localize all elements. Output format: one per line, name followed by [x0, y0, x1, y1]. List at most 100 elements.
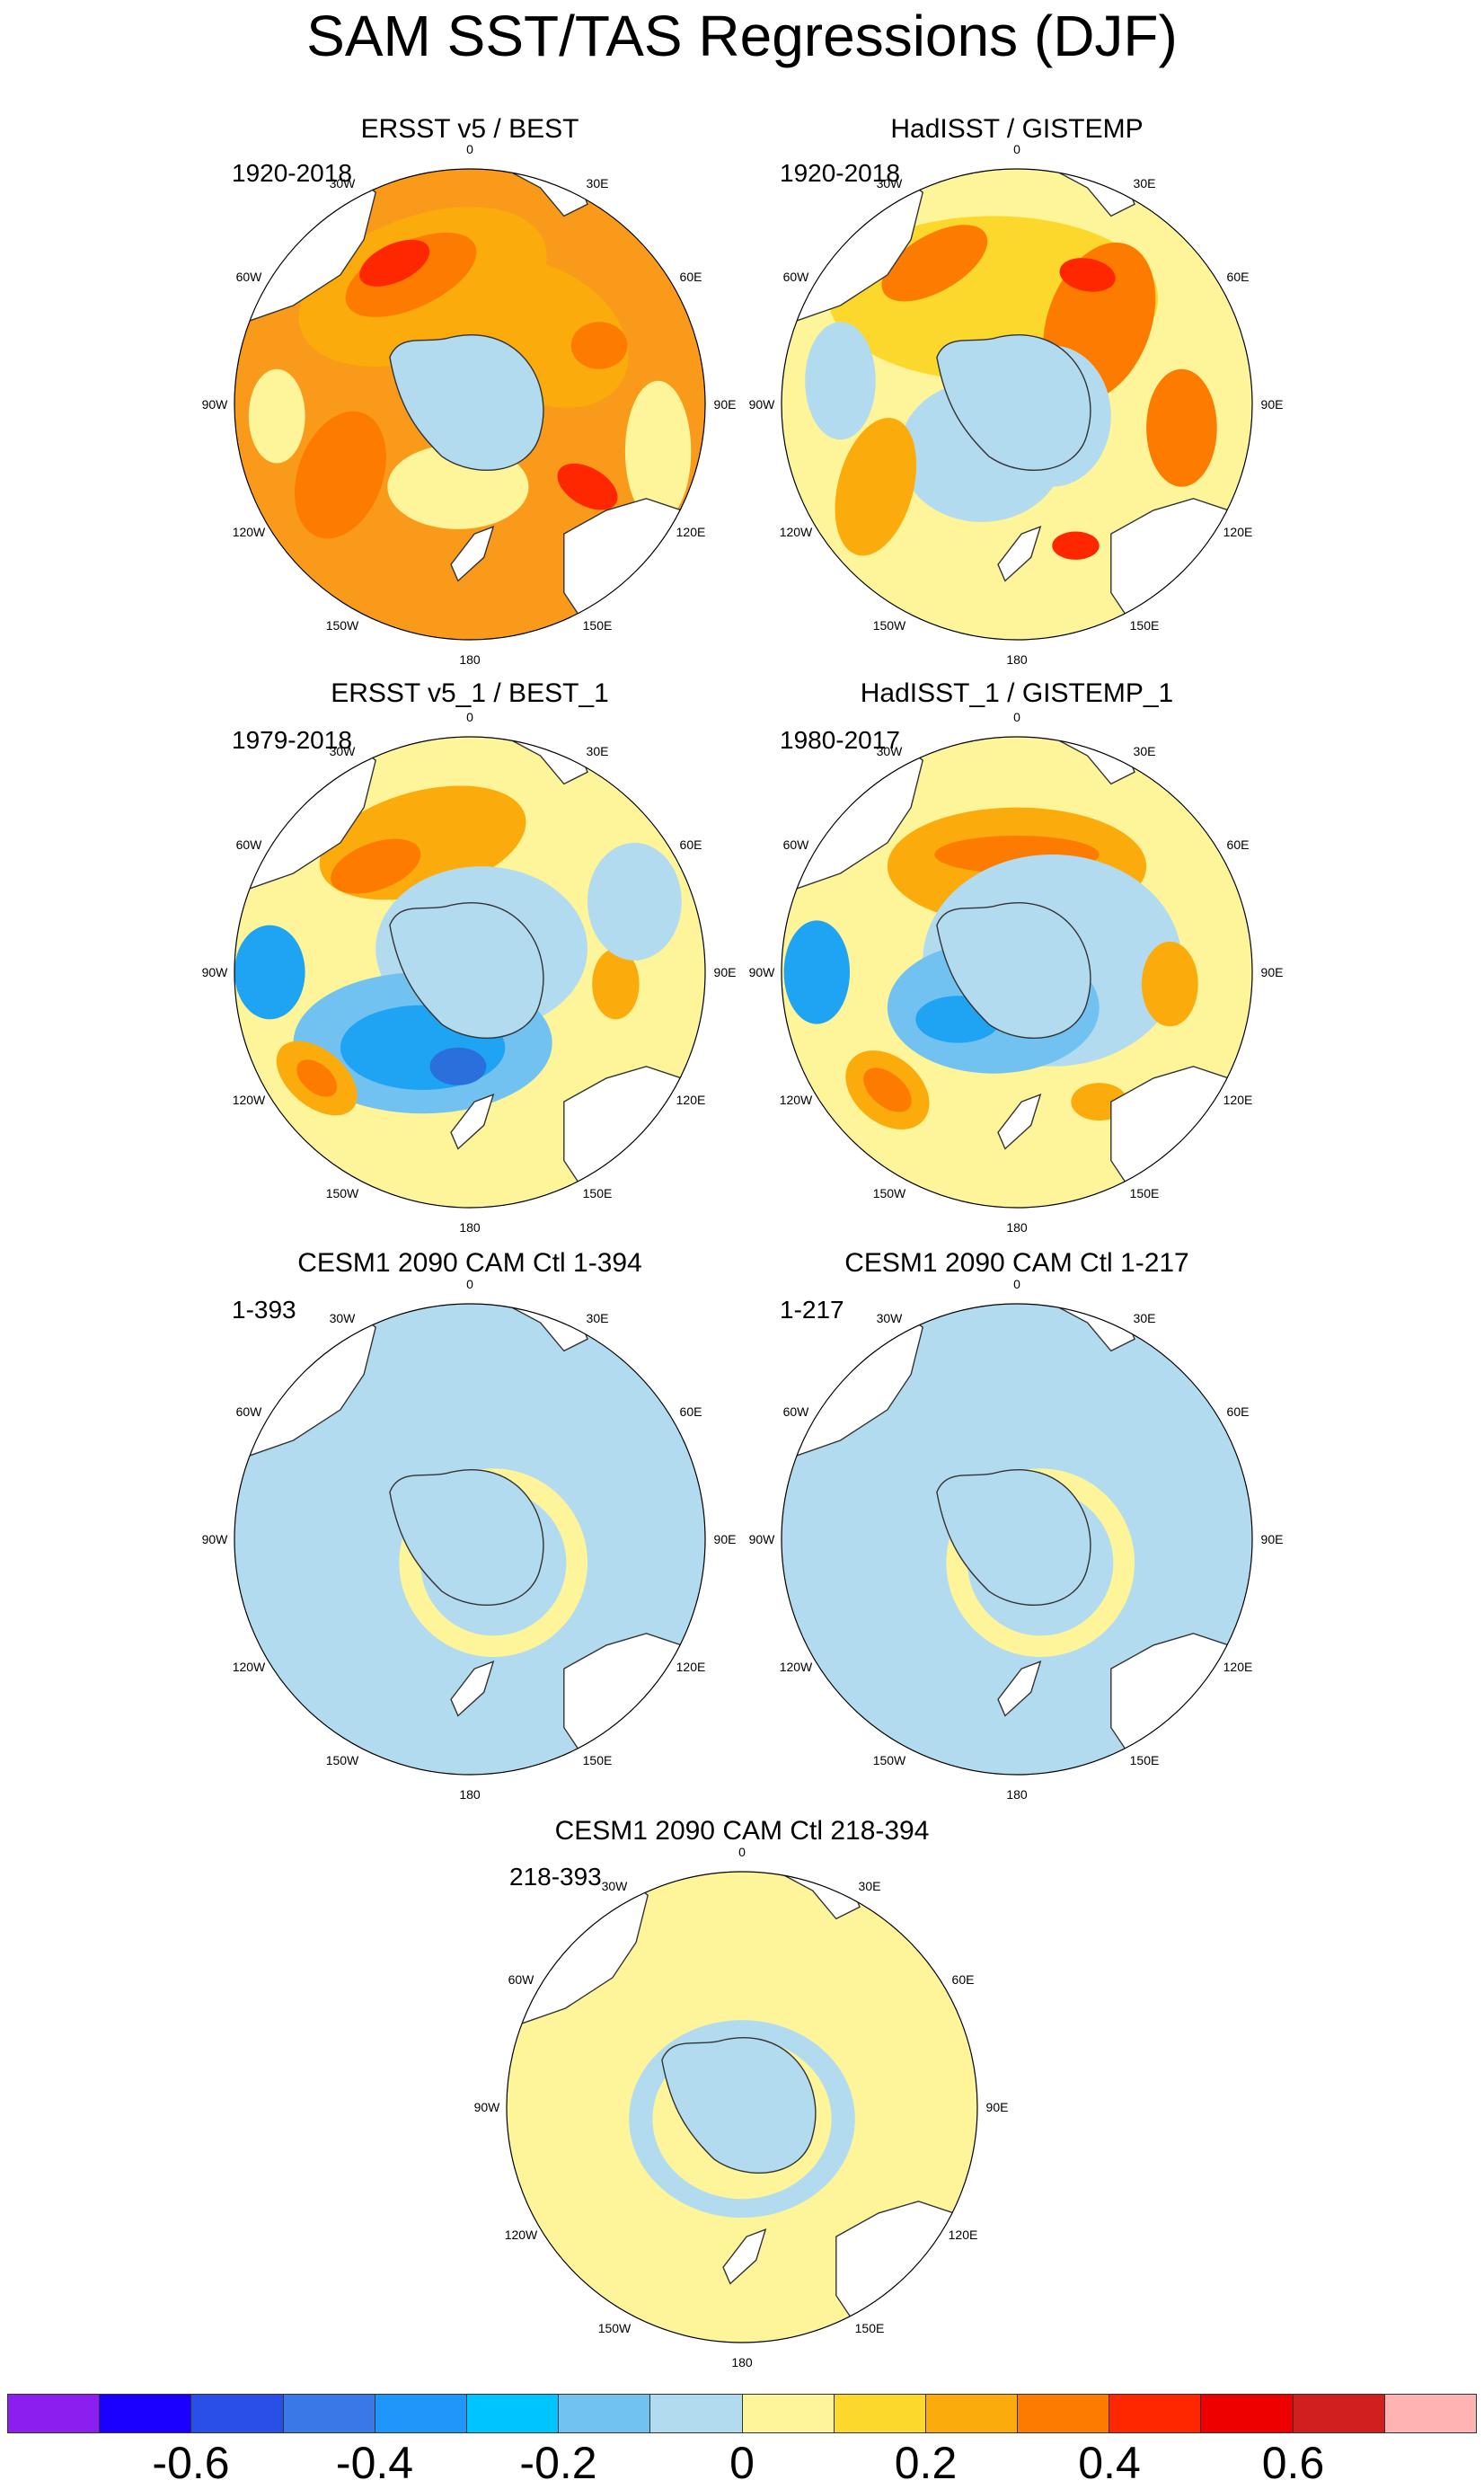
lon-label-150w: 150W — [326, 618, 359, 633]
lon-label-60e: 60E — [1227, 1404, 1250, 1419]
lon-label-120w: 120W — [780, 525, 813, 539]
lon-label-30e: 30E — [1134, 1311, 1156, 1325]
lon-label-30w: 30W — [330, 176, 357, 190]
lon-label-30w: 30W — [330, 744, 357, 758]
land-antarctica-5 — [389, 1469, 544, 1607]
lon-label-120w: 120W — [233, 1093, 266, 1107]
lon-label-0: 0 — [466, 142, 473, 156]
contour-region-1-10 — [624, 380, 692, 522]
lon-label-0: 0 — [1013, 1277, 1020, 1291]
lon-label-60e: 60E — [680, 1404, 702, 1419]
lon-label-60w: 60W — [236, 837, 263, 852]
lon-label-60e: 60E — [1227, 270, 1250, 284]
lon-label-180: 180 — [1006, 1220, 1028, 1235]
colorbar-tick-labels: -0.6 -0.4 -0.2 0 0.2 0.4 0.6 — [0, 2437, 1484, 2489]
colorbar-tick-label: 0.6 — [1261, 2438, 1325, 2488]
contour-region-3-2 — [331, 838, 421, 894]
lon-label-90w: 90W — [749, 1532, 776, 1546]
lon-label-90w: 90W — [749, 397, 776, 412]
figure-title: SAM SST/TAS Regressions (DJF) — [306, 4, 1178, 68]
colorbar-swatch — [742, 2394, 835, 2433]
lon-label-60w: 60W — [236, 1404, 263, 1419]
map-panel-1: 0 30E 60E 90E 120E 150E 180 150W 120W 90W 60W 30W ER… — [202, 114, 737, 667]
land-antarctica-6 — [936, 1469, 1091, 1607]
colorbar-swatch — [834, 2394, 926, 2433]
lon-label-150e: 150E — [855, 2321, 885, 2335]
panel-date-range: 218-393 — [509, 1863, 602, 1891]
lon-label-120w: 120W — [780, 1093, 813, 1107]
contour-region-1-8 — [557, 463, 618, 510]
lon-label-30e: 30E — [587, 176, 609, 190]
contour-region-2-2 — [881, 225, 988, 302]
lon-label-90e: 90E — [1261, 1532, 1284, 1546]
colorbar-tick-label: 0 — [729, 2438, 755, 2488]
lon-label-90w: 90W — [202, 965, 229, 979]
colorbar-swatch — [466, 2394, 560, 2433]
land-new-zealand-3 — [450, 1094, 495, 1150]
land-antarctica-2 — [936, 334, 1091, 472]
land-antarctica-3 — [389, 902, 544, 1040]
lon-label-0: 0 — [466, 1277, 473, 1291]
lon-label-150w: 150W — [873, 618, 906, 633]
colorbar-swatch — [1293, 2394, 1385, 2433]
lon-label-0: 0 — [1013, 710, 1020, 724]
lon-label-60w: 60W — [508, 1972, 535, 1987]
colorbar-tick-label: -0.2 — [519, 2438, 597, 2488]
lon-label-60e: 60E — [680, 270, 702, 284]
colorbar-swatch — [1201, 2394, 1294, 2433]
lon-label-120e: 120E — [676, 1660, 706, 1674]
colorbar-swatch — [925, 2394, 1019, 2433]
lon-label-150w: 150W — [326, 1186, 359, 1200]
lon-label-60e: 60E — [680, 837, 702, 852]
lon-label-150w: 150W — [326, 1753, 359, 1767]
lon-label-150w: 150W — [873, 1753, 906, 1767]
lon-label-90e: 90E — [714, 965, 737, 979]
lon-label-90w: 90W — [202, 1532, 229, 1546]
panel-title: HadISST_1 / GISTEMP_1 — [861, 678, 1173, 708]
lon-label-90w: 90W — [474, 2100, 501, 2114]
lon-label-120w: 120W — [233, 1660, 266, 1674]
lon-label-0: 0 — [1013, 142, 1020, 156]
lon-label-150e: 150E — [583, 618, 613, 633]
lon-label-30e: 30E — [1134, 744, 1156, 758]
panel-title: ERSST v5 / BEST — [361, 114, 579, 144]
map-boundary-3 — [234, 736, 706, 1209]
lon-label-120e: 120E — [676, 1093, 706, 1107]
lon-label-0: 0 — [738, 1845, 746, 1859]
lon-label-150e: 150E — [1130, 618, 1160, 633]
contour-region-1-9 — [248, 368, 305, 464]
colorbar-tick-label: -0.6 — [152, 2438, 230, 2488]
lon-label-150e: 150E — [583, 1753, 613, 1767]
lon-label-150e: 150E — [1130, 1186, 1160, 1200]
lon-label-30w: 30W — [877, 176, 904, 190]
lon-label-120e: 120E — [949, 2228, 978, 2242]
lon-label-120w: 120W — [505, 2228, 538, 2242]
colorbar-swatch — [283, 2394, 375, 2433]
contour-region-2-4 — [1059, 258, 1116, 292]
panel-title: HadISST / GISTEMP — [890, 114, 1143, 144]
land-new-zealand-7 — [722, 2228, 767, 2285]
colorbar-swatch — [375, 2394, 467, 2433]
colorbar-swatch — [191, 2394, 284, 2433]
land-antarctica-1 — [389, 334, 544, 472]
contour-region-4-7 — [863, 1067, 912, 1112]
lon-label-120e: 120E — [676, 525, 706, 539]
map-boundary-4 — [781, 736, 1253, 1209]
contour-region-1-4 — [359, 239, 430, 287]
lon-label-90e: 90E — [714, 1532, 737, 1546]
panel-date-range: 1920-2018 — [232, 159, 352, 187]
lon-label-180: 180 — [459, 1220, 481, 1235]
lon-label-180: 180 — [1006, 1787, 1028, 1802]
lon-label-180: 180 — [459, 652, 481, 667]
contour-region-1-7 — [294, 411, 386, 539]
lon-label-30w: 30W — [602, 1879, 629, 1893]
colorbar-swatch — [100, 2394, 192, 2433]
lon-label-90e: 90E — [1261, 965, 1284, 979]
colorbar — [7, 2394, 1477, 2433]
contour-region-2-10 — [1146, 368, 1217, 487]
map-boundary-7 — [506, 1871, 978, 2343]
lon-label-90e: 90E — [1261, 397, 1284, 412]
lon-label-120w: 120W — [233, 525, 266, 539]
colorbar-swatch — [7, 2394, 101, 2433]
